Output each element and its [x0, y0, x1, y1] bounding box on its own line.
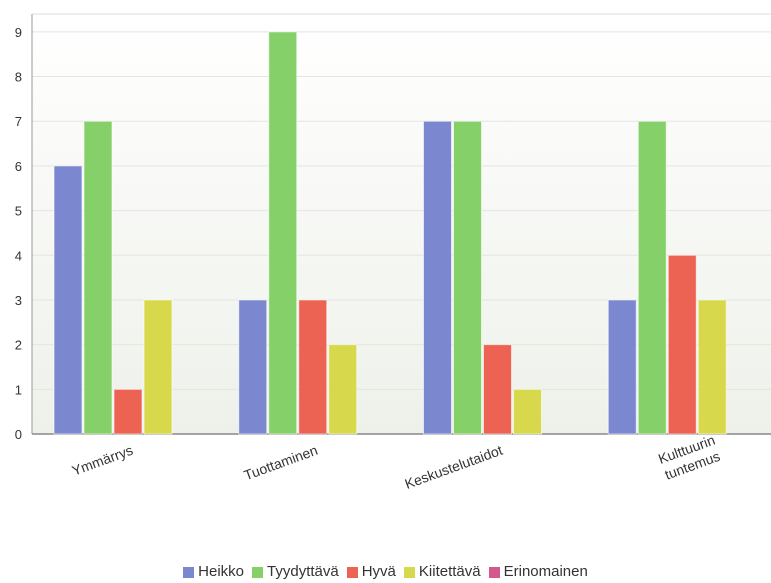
bar-kiitettävä[interactable] — [328, 344, 358, 435]
x-category-label: Keskustelutaidot — [403, 442, 505, 492]
bar-hyvä[interactable] — [667, 254, 697, 435]
bar-tyydyttävä[interactable] — [83, 120, 113, 435]
legend-label: Kiitettävä — [418, 563, 481, 580]
legend-label: Hyvä — [361, 563, 396, 580]
legend-swatch — [183, 566, 195, 578]
legend-item-erinomainen[interactable]: Erinomainen — [488, 563, 588, 581]
bar-heikko[interactable] — [423, 120, 452, 435]
y-tick-label: 7 — [15, 114, 22, 129]
x-category-label: Tuottaminen — [242, 442, 320, 483]
x-category-label: Kulttuurintuntemus — [656, 432, 723, 483]
bar-tyydyttävä[interactable] — [453, 120, 482, 435]
bar-tyydyttävä[interactable] — [637, 120, 667, 435]
chart-legend: Heikko Tyydyttävä Hyvä Kiitettävä Erinomaine… — [0, 563, 771, 581]
y-tick-label: 2 — [15, 338, 22, 353]
legend-swatch — [403, 566, 415, 578]
bar-kiitettävä[interactable] — [697, 299, 727, 435]
legend-label: Heikko — [198, 563, 245, 580]
bar-kiitettävä[interactable] — [143, 299, 173, 435]
bar-hyvä[interactable] — [298, 299, 328, 435]
legend-item-kiitettävä[interactable]: Kiitettävä — [403, 563, 481, 581]
bar-heikko[interactable] — [238, 299, 268, 435]
legend-swatch — [488, 566, 500, 578]
bar-hyvä[interactable] — [113, 388, 143, 435]
y-tick-label: 6 — [15, 159, 22, 174]
y-tick-label: 5 — [15, 204, 22, 219]
y-tick-label: 4 — [15, 248, 22, 263]
legend-item-tyydyttävä[interactable]: Tyydyttävä — [252, 563, 339, 581]
bar-heikko[interactable] — [607, 299, 637, 435]
x-category-label: Ymmärrys — [70, 442, 135, 479]
bar-kiitettävä[interactable] — [513, 388, 542, 435]
y-tick-label: 3 — [15, 293, 22, 308]
bar-chart: 0 1 2 3 4 5 6 7 8 9 Ymmärrys Tuottaminen Keskustelut… — [15, 13, 771, 492]
legend-swatch — [346, 566, 358, 578]
y-tick-label: 9 — [15, 25, 22, 40]
bar-heikko[interactable] — [53, 165, 83, 435]
bar-tyydyttävä[interactable] — [268, 31, 298, 435]
legend-label: Erinomainen — [503, 563, 588, 580]
y-tick-label: 8 — [15, 70, 22, 85]
legend-item-heikko[interactable]: Heikko — [183, 563, 244, 581]
bar-hyvä[interactable] — [483, 344, 512, 435]
legend-item-hyvä[interactable]: Hyvä — [346, 563, 396, 581]
legend-label: Tyydyttävä — [267, 563, 339, 580]
y-tick-label: 0 — [15, 427, 22, 442]
legend-swatch — [252, 566, 264, 578]
y-tick-label: 1 — [15, 382, 22, 397]
